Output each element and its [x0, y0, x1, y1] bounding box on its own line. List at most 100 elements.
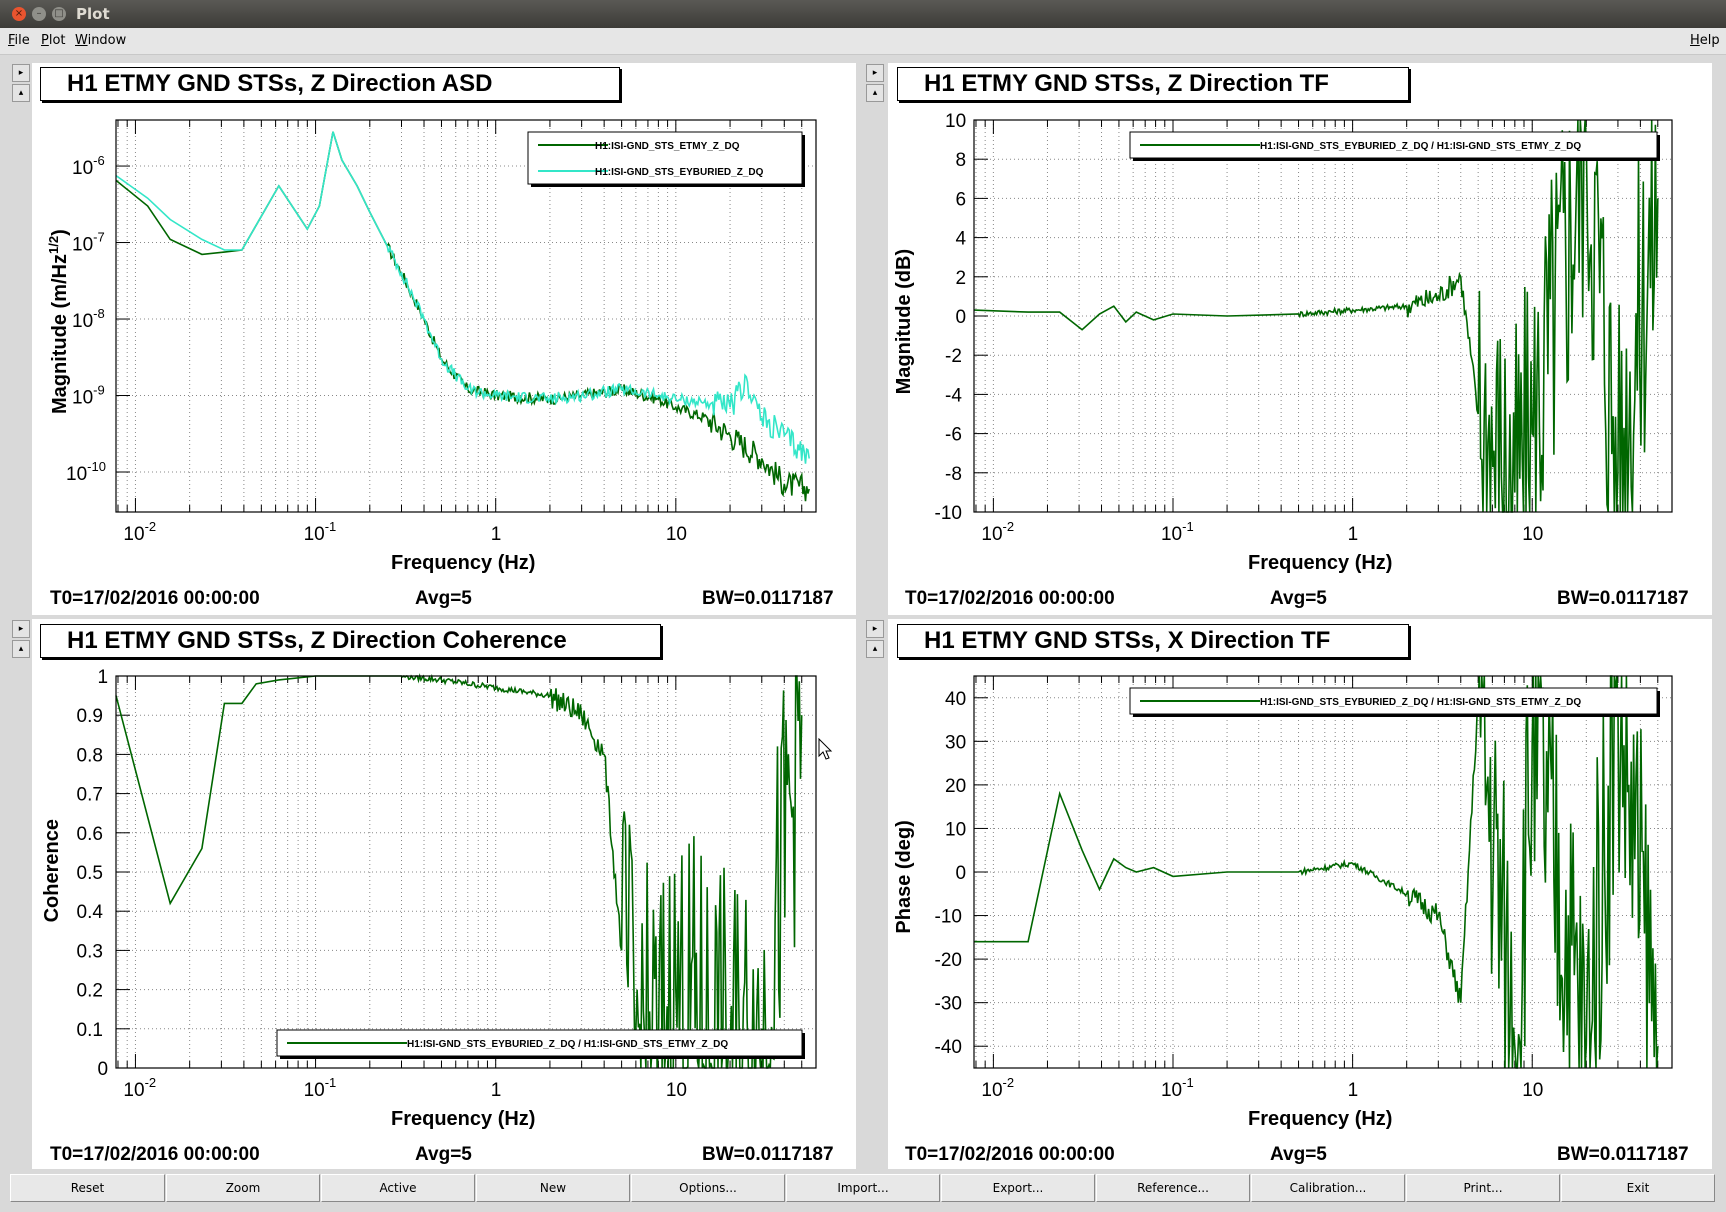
y-tick-label: 0.6 [77, 824, 103, 845]
y-tick-label: 8 [956, 150, 967, 171]
pad-down-arrow-icon[interactable]: ▴ [12, 640, 30, 658]
y-tick-label: -20 [935, 950, 962, 971]
x-tick-label: 10-2 [981, 519, 1014, 545]
reference-button[interactable]: Reference... [1096, 1174, 1250, 1202]
panel-title-z-asd: H1 ETMY GND STSs, Z Direction ASD [40, 67, 620, 101]
menu-plot[interactable]: Plot [41, 33, 66, 48]
x-tick-label: 1 [1348, 524, 1359, 545]
y-tick-label: 10 [945, 819, 966, 840]
pad-up-arrow-icon[interactable]: ▸ [866, 620, 884, 638]
footer-t0: T0=17/02/2016 00:00:00 [905, 1144, 1115, 1165]
menu-window[interactable]: Window [75, 33, 127, 48]
pad-down-arrow-icon[interactable]: ▴ [866, 640, 884, 658]
plot-frame [973, 675, 1673, 1069]
pad-down-arrow-icon[interactable]: ▴ [866, 84, 884, 102]
series-line-1 [973, 119, 1659, 513]
y-axis-label: Phase (deg) [893, 820, 915, 933]
zoom-button[interactable]: Zoom [166, 1174, 320, 1202]
y-tick-label: 10-7 [72, 230, 105, 256]
x-tick-label: 10-2 [123, 1075, 156, 1101]
x-tick-label: 10-1 [304, 1075, 337, 1101]
y-tick-label: 2 [956, 268, 967, 289]
export-button[interactable]: Export... [941, 1174, 1095, 1202]
footer-t0: T0=17/02/2016 00:00:00 [50, 588, 260, 609]
footer-avg: Avg=5 [1270, 588, 1327, 609]
new-button[interactable]: New [476, 1174, 630, 1202]
footer-avg: Avg=5 [1270, 1144, 1327, 1165]
y-tick-label: 0.3 [77, 941, 103, 962]
y-tick-label: 0.1 [77, 1020, 103, 1041]
x-axis-label: Frequency (Hz) [391, 1108, 535, 1130]
x-tick-label: 10-1 [1161, 519, 1194, 545]
window-titlebar: × – □ Plot [0, 0, 1726, 28]
y-axis-label: Magnitude (dB) [893, 249, 915, 395]
import-button[interactable]: Import... [786, 1174, 940, 1202]
series-line-2 [115, 131, 810, 464]
x-axis-label: Frequency (Hz) [1248, 552, 1392, 574]
options-button[interactable]: Options... [631, 1174, 785, 1202]
reset-button[interactable]: Reset [10, 1174, 165, 1202]
y-tick-label: 1 [98, 667, 109, 688]
calibration-button[interactable]: Calibration... [1251, 1174, 1405, 1202]
close-icon[interactable]: × [12, 7, 26, 21]
y-axis-label: Magnitude (m/Hz1/2) [46, 229, 71, 414]
x-tick-label: 10 [1522, 1080, 1543, 1101]
y-tick-label: 0.5 [77, 863, 103, 884]
y-tick-label: -10 [935, 503, 962, 524]
active-button[interactable]: Active [321, 1174, 475, 1202]
print-button[interactable]: Print... [1406, 1174, 1560, 1202]
legend-label: H1:ISI-GND_STS_EYBURIED_Z_DQ / H1:ISI-GN… [1260, 141, 1581, 152]
x-tick-label: 10-2 [981, 1075, 1014, 1101]
pad-up-arrow-icon[interactable]: ▸ [866, 64, 884, 82]
x-tick-label: 10-1 [304, 519, 337, 545]
panel-title-z-coherence: H1 ETMY GND STSs, Z Direction Coherence [40, 624, 661, 658]
footer-bw: BW=0.0117187 [1557, 1144, 1689, 1165]
footer-bw: BW=0.0117187 [1557, 588, 1689, 609]
series-line-1 [974, 675, 1659, 1069]
legend-label: H1:ISI-GND_STS_EYBURIED_Z_DQ / H1:ISI-GN… [1260, 697, 1581, 708]
y-tick-label: -2 [945, 346, 962, 367]
y-tick-label: -10 [935, 907, 962, 928]
pad-z-coherence[interactable] [32, 619, 856, 1169]
y-tick-label: -6 [945, 425, 962, 446]
x-axis-label: Frequency (Hz) [1248, 1108, 1392, 1130]
pad-up-arrow-icon[interactable]: ▸ [12, 64, 30, 82]
footer-bw: BW=0.0117187 [702, 588, 834, 609]
maximize-icon[interactable]: □ [52, 7, 66, 21]
y-tick-label: 6 [956, 189, 967, 210]
x-tick-label: 1 [1348, 1080, 1359, 1101]
x-tick-label: 10 [666, 524, 687, 545]
menu-help[interactable]: Help [1690, 33, 1720, 48]
legend-label: H1:ISI-GND_STS_EYBURIED_Z_DQ / H1:ISI-GN… [407, 1039, 728, 1050]
y-tick-label: 0.9 [77, 706, 103, 727]
footer-bw: BW=0.0117187 [702, 1144, 834, 1165]
y-axis-label: Coherence [41, 819, 63, 922]
x-tick-label: 1 [491, 1080, 502, 1101]
y-tick-label: 10-9 [72, 383, 105, 409]
series-line-1 [115, 673, 803, 1069]
y-tick-label: 4 [956, 229, 967, 250]
pad-down-arrow-icon[interactable]: ▴ [12, 84, 30, 102]
y-tick-label: 40 [945, 689, 966, 710]
legend-box [527, 131, 803, 185]
x-axis-label: Frequency (Hz) [391, 552, 535, 574]
y-tick-label: 10-10 [66, 459, 106, 485]
minimize-icon[interactable]: – [32, 7, 46, 21]
x-tick-label: 10 [1522, 524, 1543, 545]
menu-file[interactable]: File [8, 33, 30, 48]
footer-t0: T0=17/02/2016 00:00:00 [905, 588, 1115, 609]
legend-label: H1:ISI-GND_STS_ETMY_Z_DQ [595, 141, 740, 152]
exit-button[interactable]: Exit [1561, 1174, 1715, 1202]
y-tick-label: 0.8 [77, 745, 103, 766]
y-tick-label: 30 [945, 732, 966, 753]
y-tick-label: 0.2 [77, 981, 103, 1002]
legend-label: H1:ISI-GND_STS_EYBURIED_Z_DQ [595, 167, 764, 178]
x-tick-label: 10-2 [123, 519, 156, 545]
panel-title-x-tf: H1 ETMY GND STSs, X Direction TF [897, 624, 1409, 658]
y-tick-label: -4 [945, 385, 962, 406]
y-tick-label: 10 [945, 111, 966, 132]
plot-frame [115, 675, 817, 1069]
pad-up-arrow-icon[interactable]: ▸ [12, 620, 30, 638]
y-tick-label: -8 [945, 464, 962, 485]
